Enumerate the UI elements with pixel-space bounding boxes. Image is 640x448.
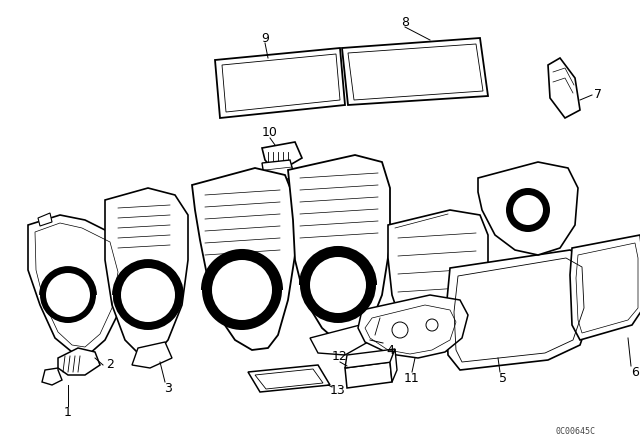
Polygon shape [570, 235, 640, 340]
Text: 5: 5 [499, 371, 507, 384]
Polygon shape [358, 295, 468, 358]
Polygon shape [288, 155, 390, 342]
Text: 4: 4 [386, 344, 394, 357]
Text: 12: 12 [332, 350, 348, 363]
Polygon shape [310, 325, 368, 355]
Text: 3: 3 [164, 382, 172, 395]
Polygon shape [58, 348, 100, 375]
Polygon shape [342, 38, 488, 105]
Polygon shape [478, 162, 578, 255]
Circle shape [113, 260, 183, 330]
Polygon shape [262, 160, 295, 182]
Polygon shape [28, 215, 125, 355]
Text: 0C00645C: 0C00645C [555, 427, 595, 436]
Polygon shape [192, 168, 295, 350]
Text: 9: 9 [261, 31, 269, 44]
Polygon shape [345, 349, 395, 368]
Polygon shape [132, 342, 172, 368]
Polygon shape [248, 365, 330, 392]
Polygon shape [38, 213, 52, 226]
Text: 2: 2 [106, 358, 114, 371]
Polygon shape [345, 362, 392, 388]
Text: 10: 10 [262, 125, 278, 138]
Polygon shape [388, 210, 488, 352]
Circle shape [212, 260, 272, 320]
Text: 13: 13 [330, 383, 346, 396]
Polygon shape [42, 368, 62, 385]
Polygon shape [446, 250, 592, 370]
Circle shape [40, 267, 96, 323]
Circle shape [300, 247, 376, 323]
Polygon shape [215, 48, 345, 118]
Text: 11: 11 [404, 371, 420, 384]
Circle shape [202, 250, 282, 330]
Polygon shape [548, 58, 580, 118]
Circle shape [121, 268, 175, 322]
Polygon shape [390, 349, 397, 382]
Text: 6: 6 [631, 366, 639, 379]
Text: 1: 1 [64, 405, 72, 418]
Circle shape [310, 257, 366, 313]
Circle shape [513, 195, 543, 225]
Text: 7: 7 [594, 89, 602, 102]
Circle shape [506, 188, 550, 232]
Text: 8: 8 [401, 16, 409, 29]
Circle shape [46, 273, 90, 317]
Polygon shape [105, 188, 188, 355]
Polygon shape [262, 142, 302, 168]
